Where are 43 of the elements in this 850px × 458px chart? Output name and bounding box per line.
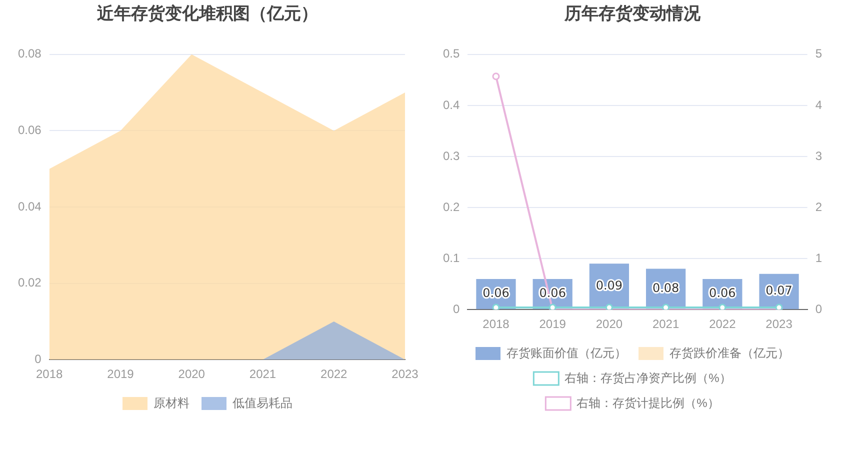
y2-tick-label: 3	[815, 148, 822, 163]
x-tick-label: 2020	[178, 367, 206, 382]
x-tick-label: 2019	[107, 367, 134, 382]
x-tick-label: 2023	[392, 367, 419, 382]
x-tick-label: 2021	[652, 317, 680, 332]
chart-title: 近年存货变化堆积图（亿元）	[96, 4, 318, 23]
data-label: 0.06	[539, 286, 566, 300]
legend-label: 原材料	[154, 396, 190, 410]
data-label: 0.08	[652, 281, 680, 296]
x-tick-label: 2022	[320, 367, 348, 382]
chart-title: 历年存货变动情况	[564, 4, 702, 23]
legend-label: 低值易耗品	[232, 396, 292, 410]
data-label: 0.06	[709, 286, 736, 300]
y-tick-label: 0.08	[18, 46, 42, 61]
y2-tick-label: 0	[815, 302, 822, 316]
y-tick-label: 0.06	[18, 123, 42, 138]
y-tick-label: 0.4	[442, 98, 460, 112]
x-tick-label: 2018	[36, 367, 64, 382]
x-tick-label: 2020	[596, 317, 623, 332]
x-tick-label: 2018	[482, 317, 510, 332]
y-tick-label: 0.3	[442, 148, 460, 163]
y-tick-label: 0	[34, 352, 42, 366]
legend-label: 存货账面价值（亿元）	[506, 346, 626, 360]
data-label: 0.09	[596, 278, 623, 293]
y-tick-label: 0.04	[18, 199, 42, 214]
legend-label: 右轴：存货计提比例（%）	[576, 396, 720, 410]
y-tick-label: 0	[452, 302, 460, 316]
x-tick-label: 2021	[249, 367, 276, 382]
data-label: 0.07	[766, 284, 792, 298]
legend-label: 右轴：存货占净资产比例（%）	[564, 370, 732, 385]
y2-tick-label: 5	[815, 46, 822, 61]
y-tick-label: 0.1	[442, 250, 460, 265]
y-tick-label: 0.02	[18, 276, 42, 290]
x-tick-label: 2023	[766, 317, 793, 332]
y2-tick-label: 4	[815, 98, 822, 112]
y2-tick-label: 2	[815, 200, 822, 214]
x-tick-label: 2022	[709, 317, 736, 332]
y-tick-label: 0.2	[442, 200, 460, 214]
legend-label: 存货跌价准备（亿元）	[670, 346, 790, 360]
y-tick-label: 0.5	[442, 46, 460, 61]
y2-tick-label: 1	[815, 250, 822, 265]
x-tick-label: 2019	[539, 317, 566, 332]
data-label: 0.06	[482, 286, 510, 300]
